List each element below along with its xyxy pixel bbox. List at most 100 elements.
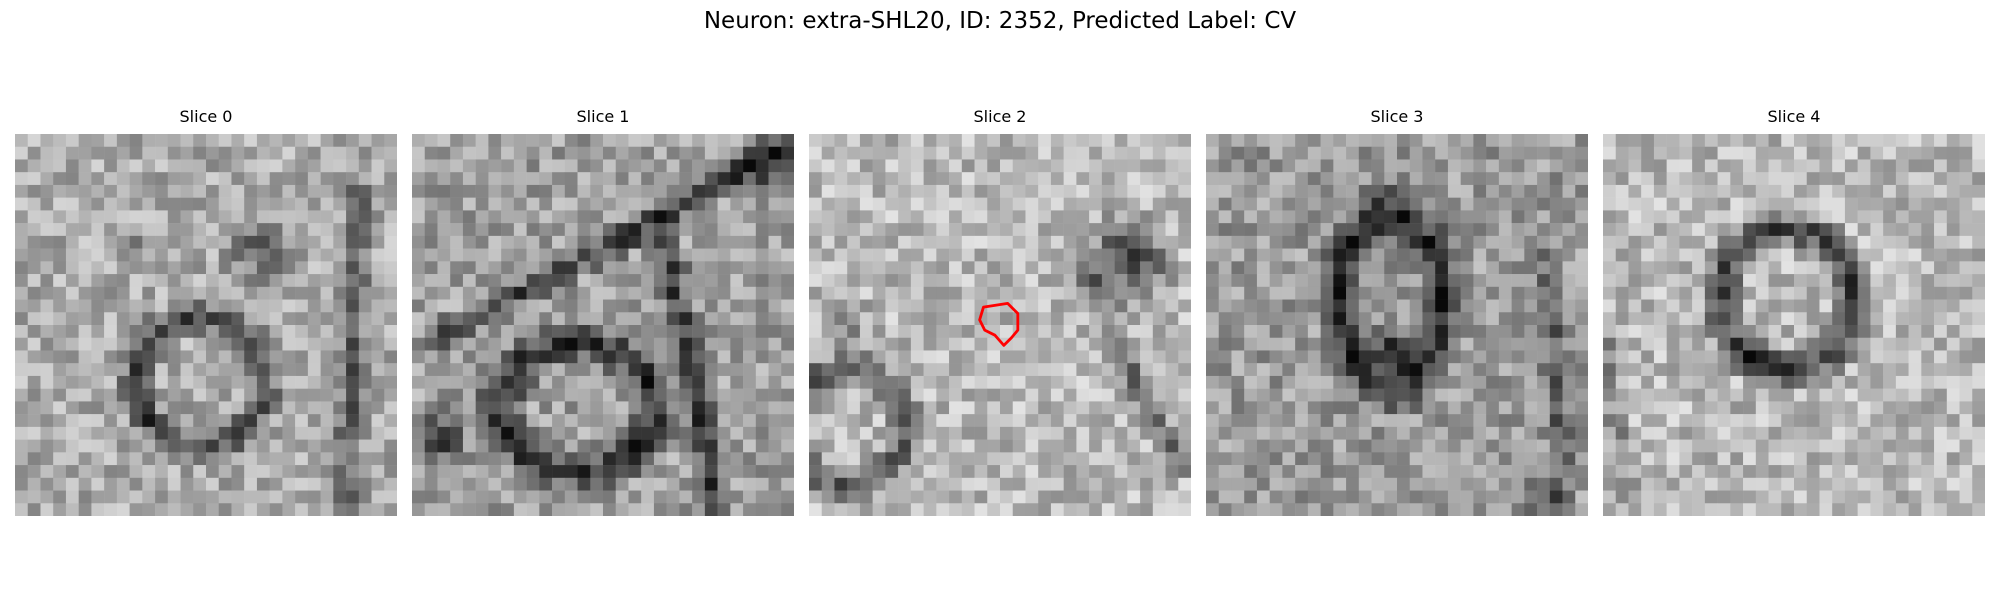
pixel	[1857, 312, 1871, 326]
pixel	[847, 146, 861, 160]
pixel	[834, 452, 848, 466]
pixel	[1628, 172, 1642, 186]
pixel	[1832, 452, 1846, 466]
pixel	[65, 503, 79, 516]
pixel	[475, 159, 489, 173]
pixel	[1127, 337, 1141, 351]
pixel	[1371, 363, 1385, 377]
pixel	[539, 388, 553, 402]
pixel	[653, 350, 667, 364]
pixel	[40, 184, 54, 198]
pixel	[590, 286, 604, 300]
pixel	[1178, 197, 1191, 211]
pixel	[346, 490, 360, 504]
pixel	[717, 490, 731, 504]
pixel	[65, 235, 79, 249]
pixel	[1549, 388, 1563, 402]
pixel	[1704, 286, 1718, 300]
pixel	[1256, 172, 1270, 186]
pixel	[768, 159, 782, 173]
pixel	[1692, 414, 1706, 428]
pixel	[384, 350, 397, 364]
pixel	[987, 375, 1001, 389]
pixel	[104, 184, 118, 198]
pixel	[1384, 401, 1398, 415]
pixel	[1832, 286, 1846, 300]
pixel	[1038, 477, 1052, 491]
pixel	[717, 312, 731, 326]
pixel	[692, 452, 706, 466]
pixel	[679, 414, 693, 428]
pixel	[1333, 375, 1347, 389]
pixel	[666, 235, 680, 249]
pixel	[949, 248, 963, 262]
pixel	[1435, 248, 1449, 262]
pixel	[1562, 490, 1576, 504]
pixel	[1524, 337, 1538, 351]
pixel	[564, 452, 578, 466]
pixel	[564, 146, 578, 160]
pixel	[180, 465, 194, 479]
pixel	[987, 134, 1001, 147]
pixel	[1934, 261, 1948, 275]
pixel	[961, 146, 975, 160]
pixel	[320, 363, 334, 377]
pixel	[1781, 299, 1795, 313]
pixel	[898, 312, 912, 326]
pixel	[116, 401, 130, 415]
pixel	[155, 490, 169, 504]
pixel	[501, 375, 515, 389]
pixel	[1038, 414, 1052, 428]
pixel	[1806, 337, 1820, 351]
pixel	[1615, 146, 1629, 160]
pixel	[1206, 159, 1219, 173]
pixel	[1946, 223, 1960, 237]
pixel	[1000, 235, 1013, 249]
pixel	[847, 363, 861, 377]
pixel	[755, 235, 769, 249]
pixel	[206, 490, 219, 504]
pixel	[1895, 490, 1909, 504]
pixel	[1063, 299, 1077, 313]
pixel	[1972, 477, 1985, 491]
pixel	[1946, 286, 1960, 300]
pixel	[1101, 312, 1115, 326]
pixel	[1473, 401, 1487, 415]
pixel	[961, 490, 975, 504]
pixel	[320, 134, 334, 147]
pixel	[1152, 223, 1166, 237]
pixel	[1628, 274, 1642, 288]
pixel	[15, 426, 28, 440]
pixel	[1256, 210, 1270, 224]
pixel	[142, 375, 156, 389]
pixel	[180, 350, 194, 364]
pixel	[755, 172, 769, 186]
pixel	[1295, 477, 1309, 491]
pixel	[1717, 325, 1731, 338]
pixel	[1883, 477, 1897, 491]
pixel	[1295, 261, 1309, 275]
pixel	[1218, 350, 1232, 364]
pixel	[1934, 439, 1948, 453]
pixel	[590, 172, 604, 186]
pixel	[424, 452, 438, 466]
pixel	[295, 363, 309, 377]
pixel	[1371, 375, 1385, 389]
pixel	[1628, 248, 1642, 262]
pixel	[1755, 375, 1769, 389]
pixel	[987, 452, 1001, 466]
pixel	[320, 274, 334, 288]
pixel	[1140, 388, 1154, 402]
pixel	[1498, 465, 1512, 479]
pixel	[269, 414, 283, 428]
pixel	[218, 363, 232, 377]
pixel	[513, 414, 527, 428]
pixel	[1282, 350, 1296, 364]
pixel	[142, 465, 156, 479]
pixel	[1549, 299, 1563, 313]
pixel	[1473, 452, 1487, 466]
pixel	[1409, 363, 1423, 377]
pixel	[1076, 337, 1090, 351]
pixel	[475, 503, 489, 516]
pixel	[1178, 184, 1191, 198]
